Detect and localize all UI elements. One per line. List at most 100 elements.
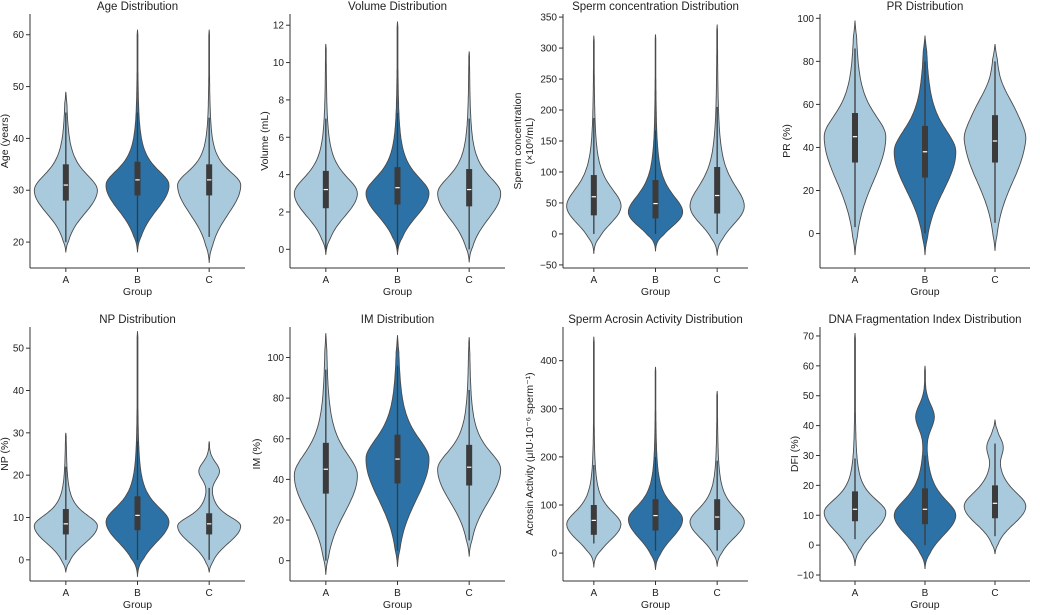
y-axis-label: PR (%) <box>781 124 793 158</box>
y-tick-label: 6 <box>278 133 284 144</box>
y-tick-label: 100 <box>267 353 284 364</box>
x-tick-label: A <box>322 275 329 286</box>
y-tick-label: 20 <box>13 471 25 482</box>
y-tick-label: 30 <box>13 186 25 197</box>
y-tick-label: 100 <box>540 167 557 178</box>
iqr-box <box>590 175 597 216</box>
x-tick-label: B <box>922 275 929 286</box>
violin-A <box>823 332 887 567</box>
chart-title: Sperm concentration Distribution <box>572 1 739 13</box>
iqr-box <box>992 485 998 519</box>
y-tick-label: 0 <box>278 556 284 567</box>
x-axis-label: Group <box>910 599 939 610</box>
y-tick-label: 40 <box>803 143 815 154</box>
iqr-box <box>714 167 721 214</box>
chart-title: Age Distribution <box>97 1 178 13</box>
iqr-box <box>394 167 401 205</box>
x-tick-label: A <box>852 588 859 599</box>
x-tick-label: C <box>466 275 473 286</box>
iqr-box <box>322 442 329 494</box>
y-tick-label: 70 <box>803 331 815 342</box>
iqr-box <box>714 499 721 531</box>
x-tick-label: C <box>206 275 213 286</box>
x-tick-label: C <box>991 588 998 599</box>
y-tick-label: 40 <box>13 386 25 397</box>
y-tick-label: 50 <box>13 344 25 355</box>
x-tick-label: A <box>62 588 69 599</box>
chart-panel: PR Distribution A B C 0 20 40 60 80 100 Group PR (%… <box>781 1 1030 298</box>
y-tick-label: 2 <box>278 207 284 218</box>
chart-title: Volume Distribution <box>348 1 447 13</box>
x-tick-label: C <box>714 588 721 599</box>
iqr-box <box>852 113 858 163</box>
chart-title: Sperm Acrosin Activity Distribution <box>568 314 742 326</box>
y-tick-label: 20 <box>803 186 815 197</box>
x-axis-label: Group <box>383 286 412 298</box>
y-tick-label: 20 <box>273 516 285 527</box>
chart-title: NP Distribution <box>99 314 176 326</box>
y-tick-label: 40 <box>273 475 285 486</box>
y-axis-label: Volume (mL) <box>259 111 271 171</box>
y-tick-label: 0 <box>551 229 557 240</box>
iqr-box <box>922 488 928 525</box>
violin-A <box>566 336 622 568</box>
x-tick-label: B <box>652 588 659 599</box>
chart-title: IM Distribution <box>361 314 435 326</box>
x-tick-label: C <box>466 588 473 599</box>
y-tick-label: 10 <box>13 513 25 524</box>
y-tick-label: 0 <box>18 555 24 566</box>
x-tick-label: B <box>134 275 141 286</box>
x-axis-label: Group <box>910 286 939 298</box>
y-tick-label: −10 <box>797 571 814 582</box>
chart-panel: Age Distribution A B C 20 30 40 50 60 Group Age (y… <box>0 1 245 298</box>
x-axis-label: Group <box>641 286 670 298</box>
x-tick-label: B <box>394 588 401 599</box>
iqr-box <box>992 115 998 163</box>
chart-panel: IM Distribution A B C 0 20 40 60 80 100 Group IM (%… <box>251 314 505 611</box>
y-tick-label: 60 <box>803 100 815 111</box>
y-axis-label: Age (years) <box>0 114 11 168</box>
x-tick-label: A <box>852 275 859 286</box>
chart-title: PR Distribution <box>887 1 964 13</box>
y-axis-label: IM (%) <box>251 439 263 470</box>
y-tick-label: 350 <box>540 13 557 24</box>
x-axis-label: Group <box>383 599 412 610</box>
iqr-box <box>62 164 69 201</box>
x-axis-label: Group <box>123 286 152 298</box>
chart-panel: NP Distribution A B C 0 10 20 30 40 50 Group NP (%) <box>0 314 245 611</box>
x-tick-label: C <box>991 275 998 286</box>
iqr-box <box>62 509 69 535</box>
x-axis-label: Group <box>641 599 670 610</box>
chart-panel: Sperm Acrosin Activity Distribution A B C 0 1… <box>524 314 748 611</box>
x-tick-label: A <box>590 275 597 286</box>
x-tick-label: B <box>134 588 141 599</box>
x-tick-label: A <box>62 275 69 286</box>
y-tick-label: 60 <box>13 30 25 41</box>
y-tick-label: 40 <box>13 134 25 145</box>
y-tick-label: 50 <box>546 198 558 209</box>
y-tick-label: 100 <box>797 14 814 25</box>
y-tick-label: 100 <box>540 500 557 511</box>
y-tick-label: 80 <box>273 394 285 405</box>
y-tick-label: 150 <box>540 137 557 148</box>
x-axis-label: Group <box>123 599 152 610</box>
y-tick-label: 80 <box>803 57 815 68</box>
y-tick-label: 12 <box>273 21 285 32</box>
iqr-box <box>466 169 473 207</box>
y-tick-label: 10 <box>803 511 815 522</box>
chart-panel: Sperm concentration Distribution A B C −50 0 5… <box>512 1 748 298</box>
y-tick-label: 20 <box>803 481 815 492</box>
y-tick-label: 20 <box>13 238 25 249</box>
y-tick-label: 300 <box>540 404 557 415</box>
iqr-box <box>134 496 141 531</box>
chart-title: DNA Fragmentation Index Distribution <box>828 314 1021 326</box>
iqr-box <box>466 444 473 486</box>
x-tick-label: A <box>590 588 597 599</box>
x-tick-label: C <box>714 275 721 286</box>
y-tick-label: −50 <box>540 260 557 271</box>
y-tick-label: 300 <box>540 44 557 55</box>
x-tick-label: B <box>394 275 401 286</box>
x-tick-label: C <box>206 588 213 599</box>
y-tick-label: 200 <box>540 106 557 117</box>
y-tick-label: 250 <box>540 75 557 86</box>
